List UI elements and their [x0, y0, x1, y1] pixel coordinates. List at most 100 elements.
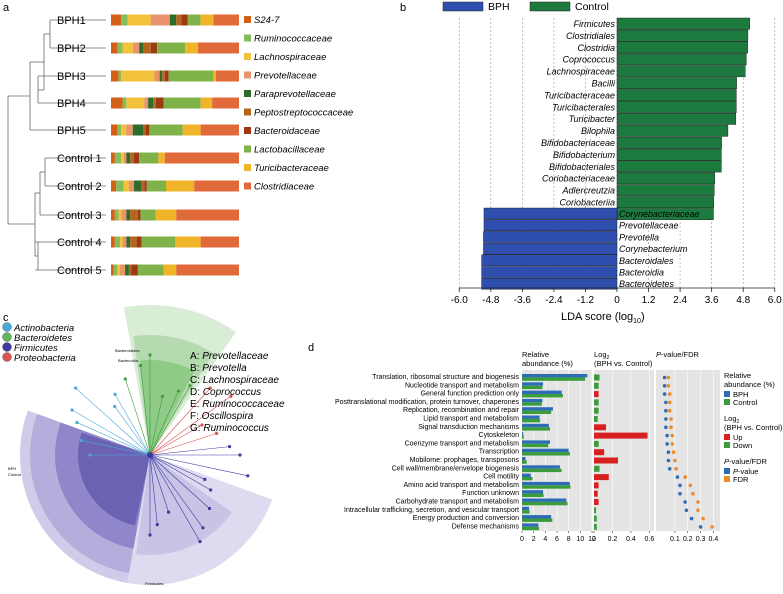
abundance-bar-control [522, 526, 539, 531]
pvalue-dot [665, 433, 669, 438]
sample-label: Control 5 [57, 265, 102, 277]
abundance-bar-bph [522, 390, 562, 394]
cladogram-branch [114, 394, 151, 456]
x-tick-label: 0.6 [645, 536, 655, 543]
log2-bar [594, 490, 598, 497]
taxon-label: Turicibacterales [552, 102, 615, 112]
cladogram-branch [75, 387, 151, 456]
legend-label: Clostridiaceae [254, 182, 314, 193]
stacked-bar-segment [119, 264, 126, 276]
stacked-bar-segment [181, 14, 188, 26]
phylum-legend-label: Proteobacteria [14, 353, 76, 364]
stacked-bar-segment [200, 236, 239, 248]
log2-bar [594, 440, 599, 447]
abundance-bar-bph [522, 440, 550, 444]
taxon-label: Lachnospiraceae [546, 67, 615, 77]
panel-letter-a: a [3, 2, 10, 14]
lda-bar-control [616, 124, 729, 137]
pvalue-dot [675, 475, 680, 479]
stacked-bar-segment [111, 124, 118, 136]
taxon-label: Corynebacterium [619, 244, 688, 254]
x-tick-label: 0.2 [608, 536, 618, 543]
stacked-bar-segment [162, 70, 165, 82]
panel-c-cladogram: Bacteroidetes Bacteroidia Firmicutes BPHCon… [2, 305, 285, 586]
cladogram-branch [149, 385, 191, 456]
abundance-bar-control [522, 418, 541, 423]
abundance-bar-bph [522, 457, 526, 461]
legend-swatch-control [724, 399, 730, 405]
cladogram-node [214, 431, 219, 435]
cladogram-branch [149, 454, 211, 491]
taxon-label: Clostridia [577, 43, 615, 53]
x-tick-label: 4.8 [736, 295, 750, 306]
stacked-bar-segment [155, 97, 164, 109]
function-label: General function prediction only [421, 391, 520, 398]
log2-bar [594, 507, 596, 514]
fdr-dot [696, 500, 700, 504]
abundance-bar-bph [522, 432, 524, 436]
legend-swatch-bph [442, 1, 484, 12]
stacked-bar-segment [126, 124, 133, 136]
log2-bar [594, 424, 606, 431]
lda-bar-control [616, 101, 737, 113]
taxon-label: Corynebacteriaceae [619, 209, 700, 219]
stacked-bar-segment [126, 97, 145, 109]
sample-label: BPH3 [57, 71, 86, 83]
legend-label-down: Down [733, 441, 752, 450]
x-tick-label: 12 [588, 536, 596, 543]
cladogram-branch [71, 409, 151, 456]
firmicutes-sector-3 [136, 455, 232, 555]
panel-b-lda-chart: BPH Control Firmicutes Clostridiales Clostri… [442, 1, 782, 325]
cladogram-node [148, 353, 152, 357]
stacked-bar-segment [111, 14, 122, 26]
pvalue-dot [664, 408, 668, 413]
log2-bar [594, 465, 600, 472]
stacked-bar-segment [213, 14, 239, 26]
stacked-bar-segment [148, 97, 154, 109]
cladogram-branch [149, 454, 204, 528]
cladogram-node [209, 488, 213, 492]
cladogram-node [188, 384, 192, 388]
stacked-bar-segment [114, 236, 120, 248]
phylum-legend-dot [2, 352, 12, 362]
pvalue-dot [689, 516, 694, 521]
legend-swatch [244, 127, 251, 134]
legend-label: Lactobacillaceae [254, 145, 325, 156]
function-label: Defense mechanisms [452, 523, 520, 530]
x-tick-label: -3.6 [514, 295, 532, 306]
abundance-bar-bph [522, 407, 553, 411]
abundance-bar-bph [522, 382, 543, 386]
x-tick-label: 1.2 [642, 295, 656, 306]
function-label: Transcription [479, 449, 519, 456]
clade-key: E: Ruminococcaceae [190, 399, 285, 410]
stacked-bar-segment [111, 97, 123, 109]
stacked-bar-segment [113, 264, 118, 276]
lda-bar-bph [481, 254, 618, 267]
phylum-legend-label: Bacteroidetes [14, 333, 72, 344]
log2-bar [594, 399, 599, 406]
stacked-bar-segment [121, 209, 127, 221]
lda-bar-control [616, 17, 750, 30]
taxon-label: Prevotella [619, 232, 659, 242]
x-tick-label: -6.0 [451, 295, 469, 306]
legend-label-fdr: FDR [733, 475, 749, 484]
x-axis-label: LDA score (log10) [561, 311, 645, 325]
pvalue-dot [667, 467, 672, 471]
cladogram-branch [76, 422, 151, 456]
legend-label: Turicibacteraceae [254, 163, 329, 174]
fdr-dot [670, 442, 675, 446]
cladogram-node [246, 474, 250, 478]
stacked-bar-segment [169, 14, 177, 26]
lda-bar-bph [483, 231, 618, 243]
cladogram-node [201, 526, 205, 530]
cladogram-branch [149, 454, 169, 513]
lda-bar-bph [483, 219, 618, 231]
stacked-bar-segment [137, 209, 141, 221]
cladogram-node [74, 386, 78, 390]
stacked-bar-segment [126, 236, 131, 248]
cladogram-node [176, 389, 181, 393]
stacked-bar-segment [200, 97, 213, 109]
abundance-bar-bph [522, 515, 552, 519]
fdr-dot [710, 525, 714, 529]
